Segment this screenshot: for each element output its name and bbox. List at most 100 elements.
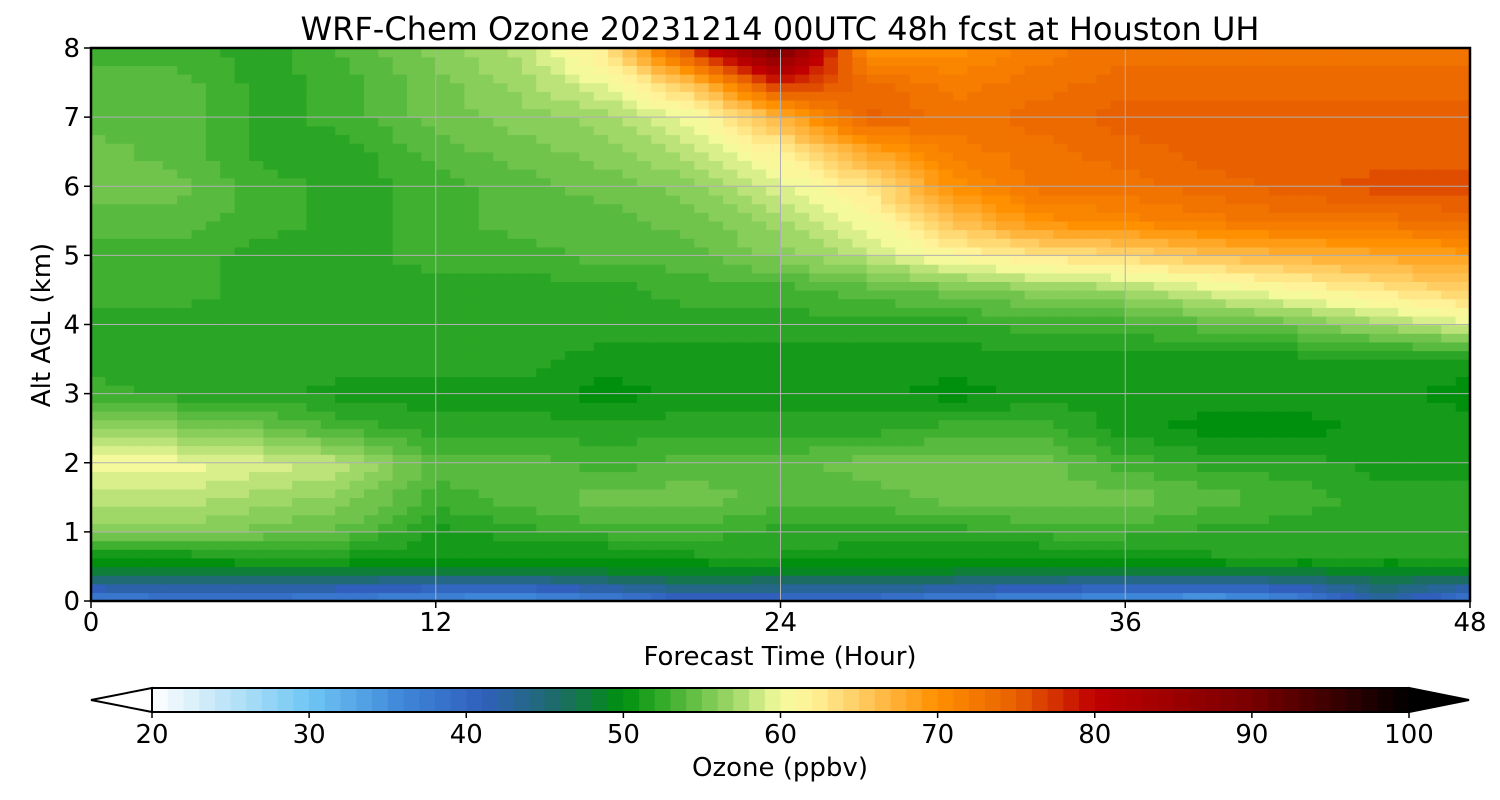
ozone-cell xyxy=(320,514,336,524)
ozone-cell xyxy=(737,203,753,213)
ozone-cell xyxy=(392,229,408,239)
ozone-cell xyxy=(881,324,897,334)
ozone-cell xyxy=(134,436,150,447)
ozone-cell xyxy=(1182,497,1198,507)
ozone-cell xyxy=(723,324,739,334)
ozone-cell xyxy=(1225,488,1241,499)
ozone-cell xyxy=(694,540,710,550)
ozone-cell xyxy=(909,583,925,594)
ozone-cell xyxy=(1412,160,1428,170)
ozone-cell xyxy=(1024,445,1040,455)
ozone-cell xyxy=(809,575,825,585)
ozone-cell xyxy=(1168,220,1184,231)
ozone-cell xyxy=(1455,229,1470,239)
ozone-cell xyxy=(320,186,336,196)
ozone-cell xyxy=(363,359,379,369)
ozone-cell xyxy=(837,229,854,239)
ozone-cell xyxy=(766,168,782,179)
ozone-cell xyxy=(679,367,696,378)
ozone-cell xyxy=(119,289,135,300)
ozone-cell xyxy=(435,177,451,187)
ozone-cell xyxy=(579,549,595,559)
ozone-cell xyxy=(1398,402,1414,412)
ozone-cell xyxy=(1426,592,1442,601)
ozone-cell xyxy=(1053,376,1069,386)
ozone-cell xyxy=(249,583,265,594)
ozone-cell xyxy=(1010,341,1026,352)
ozone-cell xyxy=(148,315,164,326)
ozone-cell xyxy=(148,333,164,343)
ozone-cell xyxy=(1441,505,1457,516)
ozone-cell xyxy=(162,540,178,550)
ozone-cell xyxy=(622,462,638,473)
ozone-cell xyxy=(1024,194,1040,205)
ozone-cell xyxy=(593,462,609,473)
ozone-cell xyxy=(407,488,423,499)
ozone-cell xyxy=(737,272,753,282)
ozone-cell xyxy=(1197,497,1213,507)
ozone-cell xyxy=(651,384,667,395)
ozone-cell xyxy=(421,264,437,274)
ozone-cell xyxy=(579,229,595,239)
ozone-cell xyxy=(1168,566,1184,576)
ozone-cell xyxy=(1311,151,1328,162)
ozone-cell xyxy=(1197,540,1213,550)
ozone-cell xyxy=(723,549,739,559)
ozone-cell xyxy=(1225,402,1241,412)
ozone-cell xyxy=(292,177,308,187)
ozone-cell xyxy=(1168,419,1184,429)
ozone-cell xyxy=(435,341,451,352)
ozone-cell xyxy=(1412,531,1428,542)
ozone-cell xyxy=(1024,359,1040,369)
ozone-cell xyxy=(1010,592,1026,601)
ozone-cell xyxy=(995,436,1012,447)
ozone-cell xyxy=(1211,246,1227,257)
ozone-cell xyxy=(148,462,164,473)
ozone-cell xyxy=(852,445,868,455)
ozone-cell xyxy=(1326,298,1342,308)
ozone-cell xyxy=(105,315,121,326)
ozone-cell xyxy=(1383,168,1399,179)
ozone-cell xyxy=(277,428,293,438)
ozone-cell xyxy=(349,514,365,524)
ozone-cell xyxy=(1039,575,1055,585)
ozone-cell xyxy=(1125,315,1141,326)
ozone-cell xyxy=(866,428,882,438)
ozone-cell xyxy=(952,393,968,403)
ozone-cell xyxy=(1039,307,1055,317)
ozone-cell xyxy=(837,212,854,222)
ozone-cell xyxy=(407,307,423,317)
ozone-cell xyxy=(679,324,696,334)
ozone-cell xyxy=(1455,212,1470,222)
ozone-cell xyxy=(1039,549,1055,559)
ozone-cell xyxy=(751,264,767,274)
ozone-cell xyxy=(177,212,193,222)
ozone-cell xyxy=(148,168,164,179)
ozone-cell xyxy=(1441,497,1457,507)
ozone-cell xyxy=(708,281,724,291)
ozone-cell xyxy=(493,281,509,291)
ozone-cell xyxy=(1383,212,1399,222)
ozone-cell xyxy=(694,359,710,369)
ozone-cell xyxy=(794,592,810,601)
ozone-cell xyxy=(1182,436,1198,447)
ozone-cell xyxy=(1369,246,1385,257)
ozone-cell xyxy=(205,592,221,601)
ozone-cell xyxy=(263,454,279,464)
ozone-cell xyxy=(191,367,207,378)
ozone-cell xyxy=(924,298,940,308)
ozone-cell xyxy=(1355,160,1371,170)
ozone-cell xyxy=(1311,289,1328,300)
ozone-cell xyxy=(622,393,638,403)
ozone-cell xyxy=(478,160,494,170)
ozone-cell xyxy=(751,229,767,239)
ozone-cell xyxy=(493,289,509,300)
ozone-cell xyxy=(751,341,767,352)
ozone-cell xyxy=(708,160,724,170)
ozone-cell xyxy=(263,315,279,326)
ozone-cell xyxy=(407,523,423,533)
ozone-cell xyxy=(938,246,954,257)
ozone-cell xyxy=(220,497,236,507)
ozone-cell xyxy=(134,497,150,507)
ozone-cell xyxy=(1326,315,1342,326)
